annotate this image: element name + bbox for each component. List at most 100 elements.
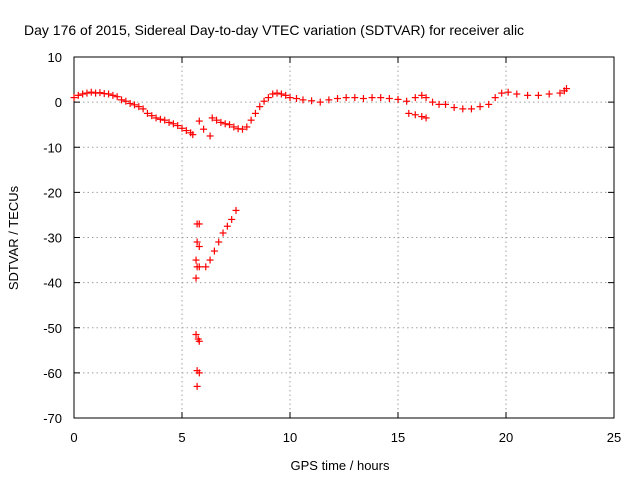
- data-point: [556, 89, 564, 97]
- data-point: [135, 103, 143, 111]
- data-point: [118, 96, 126, 104]
- data-point: [193, 382, 201, 390]
- data-point: [200, 125, 208, 133]
- y-tick-label: -50: [43, 321, 62, 336]
- data-point: [277, 90, 285, 98]
- data-point: [238, 125, 246, 133]
- data-point: [195, 263, 203, 271]
- y-tick-label: -70: [43, 411, 62, 426]
- y-tick-label: -60: [43, 366, 62, 381]
- data-point: [206, 132, 214, 140]
- data-point: [193, 238, 201, 246]
- data-point: [126, 99, 134, 107]
- data-point: [161, 116, 169, 124]
- grid: [74, 57, 614, 418]
- data-point: [299, 96, 307, 104]
- data-point: [491, 94, 499, 102]
- data-point: [192, 274, 200, 282]
- data-point: [308, 97, 316, 105]
- data-point: [411, 94, 419, 102]
- data-point: [202, 263, 210, 271]
- data-point: [165, 118, 173, 126]
- data-point: [232, 206, 240, 214]
- data-point: [109, 91, 117, 99]
- y-tick-label: -30: [43, 231, 62, 246]
- data-point: [113, 93, 121, 101]
- data-point: [79, 90, 87, 98]
- data-point: [223, 222, 231, 230]
- data-point: [534, 91, 542, 99]
- data-point: [418, 91, 426, 99]
- data-point: [192, 331, 200, 339]
- data-point: [148, 112, 156, 120]
- data-point: [359, 95, 367, 103]
- data-point: [226, 121, 234, 129]
- data-point: [256, 103, 264, 111]
- data-point: [282, 91, 290, 99]
- data-point: [195, 117, 203, 125]
- data-point: [418, 113, 426, 121]
- data-point: [156, 115, 164, 123]
- data-point: [206, 256, 214, 264]
- data-point: [504, 88, 512, 96]
- y-tick-label: -10: [43, 140, 62, 155]
- x-axis-label: GPS time / hours: [291, 458, 390, 473]
- data-point: [459, 105, 467, 113]
- data-point: [351, 94, 359, 102]
- data-point: [292, 95, 300, 103]
- chart-title: Day 176 of 2015, Sidereal Day-to-day VTE…: [24, 22, 524, 38]
- data-point: [429, 98, 437, 106]
- data-point: [221, 120, 229, 128]
- data-point: [269, 90, 277, 98]
- data-point: [189, 131, 197, 139]
- data-point: [422, 114, 430, 122]
- data-point: [208, 114, 216, 122]
- data-point: [96, 89, 104, 97]
- data-point: [562, 85, 570, 93]
- data-point: [485, 100, 493, 108]
- data-point: [325, 96, 333, 104]
- data-point: [169, 120, 177, 128]
- data-point: [105, 90, 113, 98]
- data-point: [195, 337, 203, 345]
- data-point: [524, 91, 532, 99]
- data-point: [122, 97, 130, 105]
- data-point: [476, 103, 484, 111]
- data-point: [83, 89, 91, 97]
- data-point: [87, 88, 95, 96]
- data-point: [174, 122, 182, 130]
- data-point: [195, 243, 203, 251]
- data-point: [467, 105, 475, 113]
- data-point: [273, 89, 281, 97]
- data-point: [219, 229, 227, 237]
- data-point: [405, 109, 413, 117]
- data-point: [264, 94, 272, 102]
- y-tick-label: 10: [48, 50, 62, 65]
- axis-ticks: 0 5 10 15 20 25 10 0 -10 -20 -30 -40 -50 -60 -70: [43, 50, 621, 445]
- data-point: [260, 97, 268, 105]
- y-tick-label: -20: [43, 185, 62, 200]
- x-tick-label: 15: [391, 430, 405, 445]
- data-point: [377, 94, 385, 102]
- data-point: [422, 94, 430, 102]
- data-point: [74, 91, 82, 99]
- data-point: [498, 89, 506, 97]
- data-point: [213, 116, 221, 124]
- data-point: [247, 116, 255, 124]
- data-point: [70, 94, 78, 102]
- data-point: [210, 247, 218, 255]
- y-tick-label: 0: [55, 95, 62, 110]
- data-points: [70, 85, 570, 390]
- data-point: [334, 95, 342, 103]
- data-point: [230, 123, 238, 131]
- data-point: [385, 95, 393, 103]
- x-tick-label: 5: [178, 430, 185, 445]
- data-point: [178, 124, 186, 132]
- y-tick-label: -40: [43, 276, 62, 291]
- data-point: [217, 118, 225, 126]
- data-point: [450, 104, 458, 112]
- data-point: [152, 114, 160, 122]
- data-point: [251, 109, 259, 117]
- x-tick-label: 20: [499, 430, 513, 445]
